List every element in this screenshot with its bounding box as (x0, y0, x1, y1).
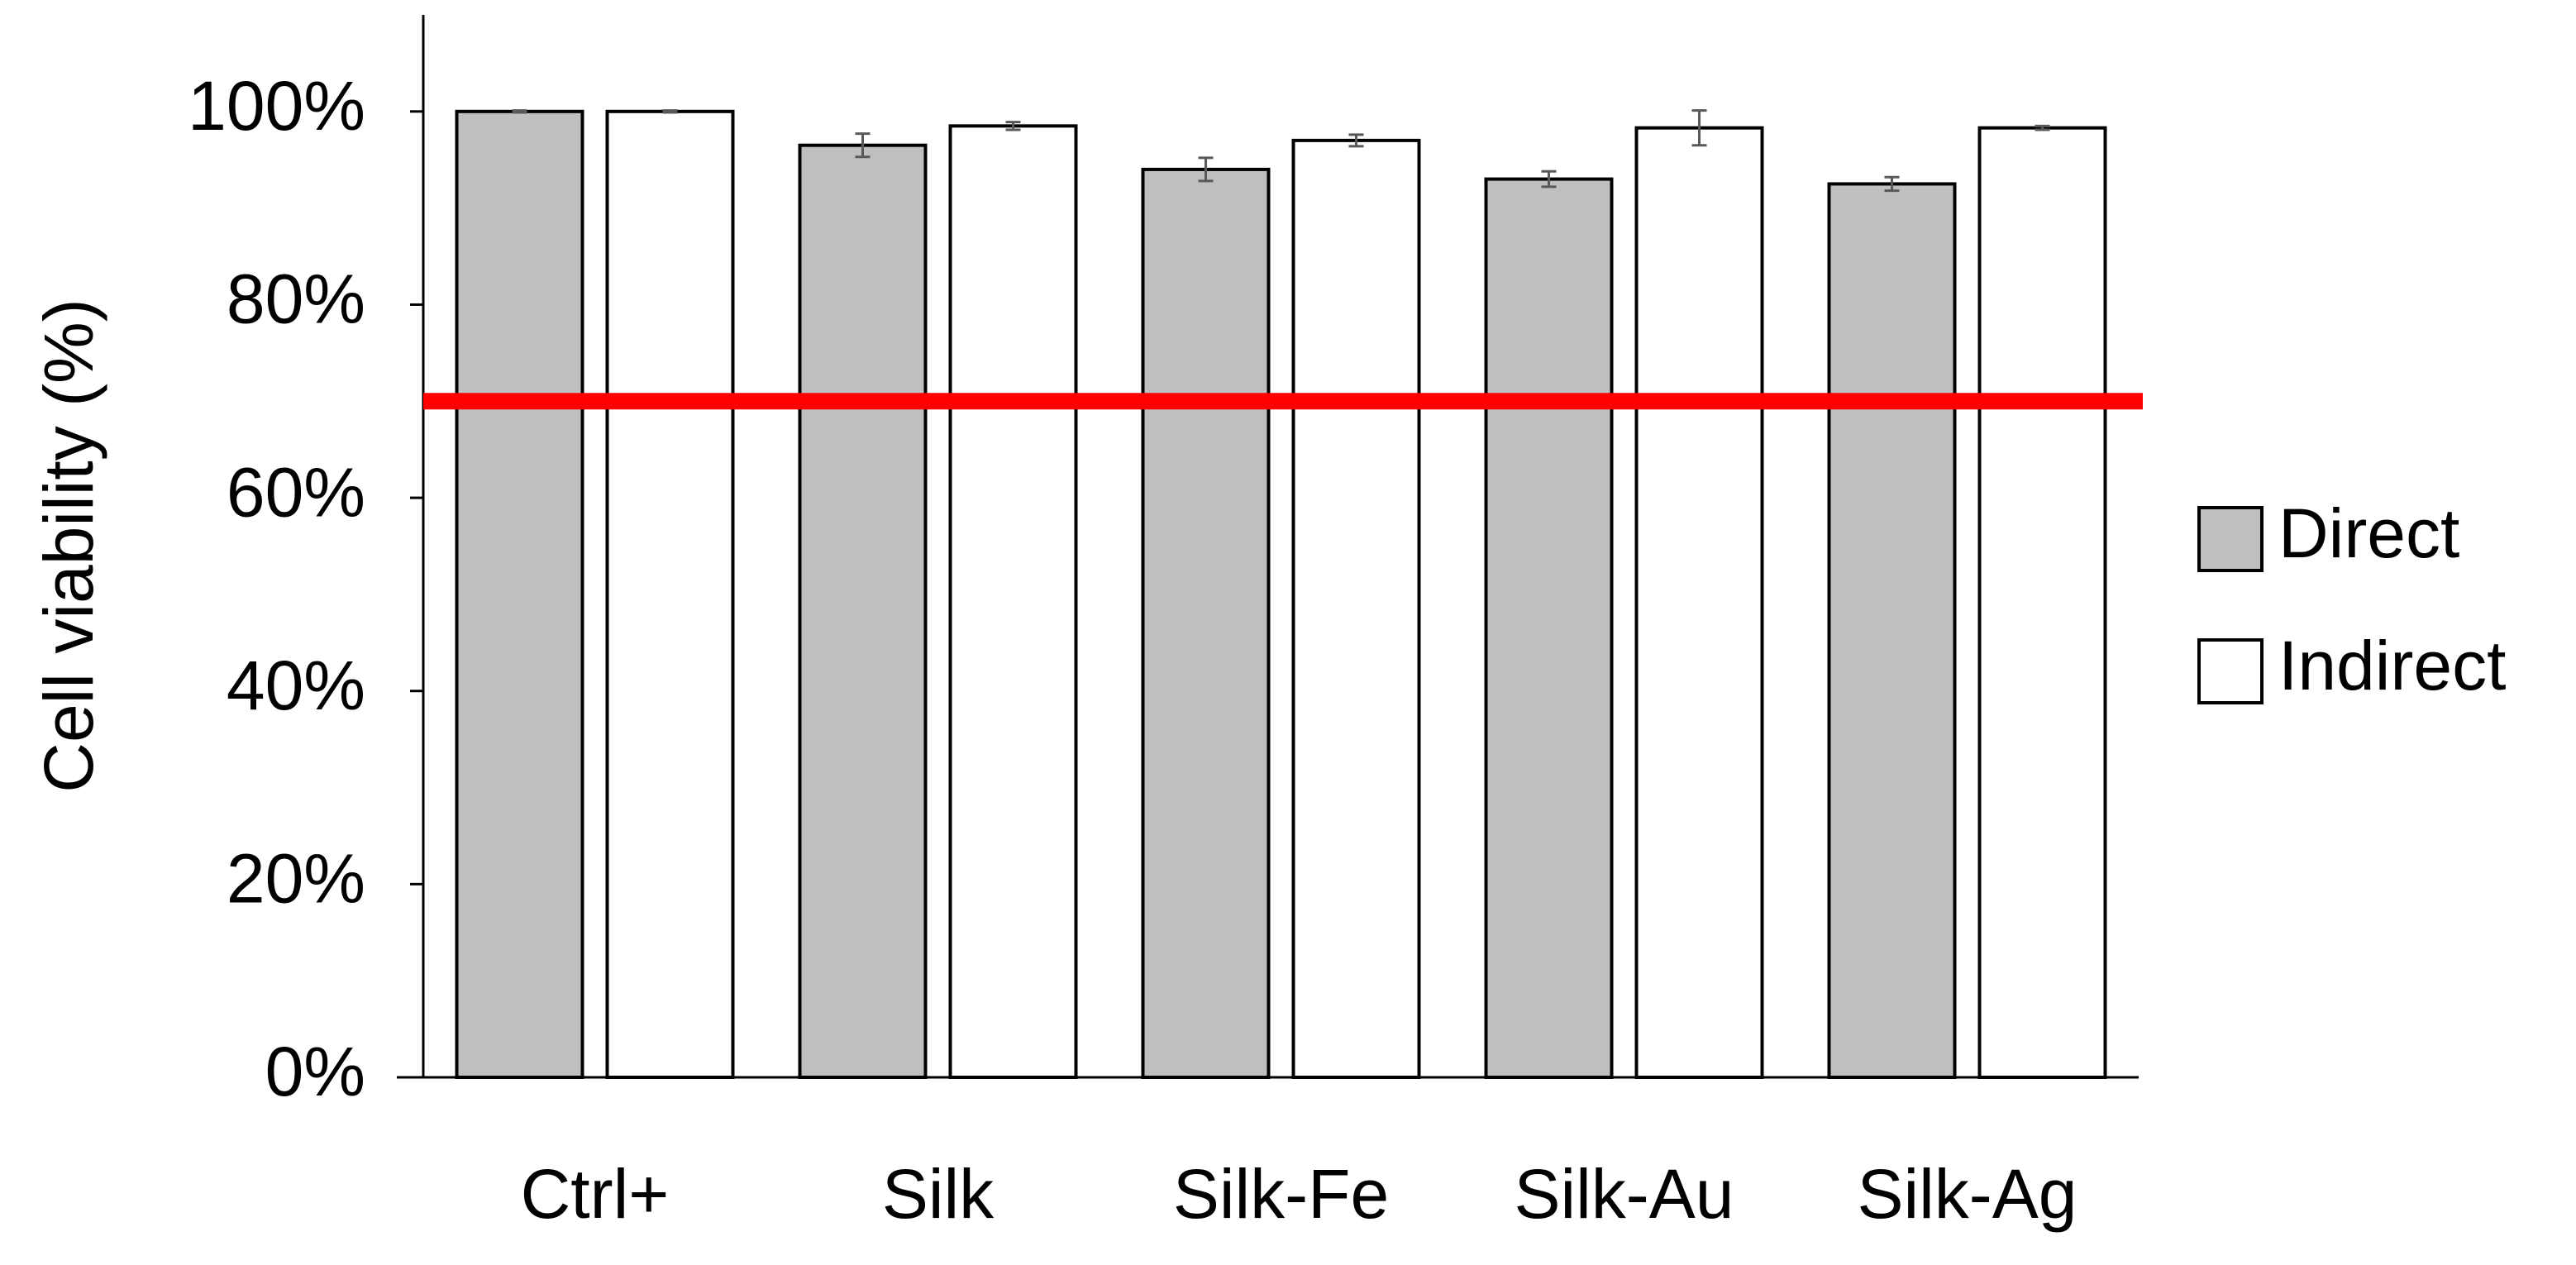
y-tick-label: 60% (227, 453, 365, 531)
legend-swatch (2197, 638, 2264, 704)
x-tick-label: Silk-Ag (1857, 1155, 2077, 1233)
error-bar (2035, 124, 2050, 131)
error-bar (1005, 121, 1021, 131)
bar (1484, 177, 1614, 1079)
y-tick-label: 0% (265, 1033, 365, 1110)
error-bar (512, 109, 527, 114)
legend-label: Direct (2278, 494, 2459, 572)
legend-label: Indirect (2278, 627, 2506, 704)
error-bar (1691, 109, 1707, 147)
x-tick-label: Silk (882, 1155, 995, 1233)
y-tick-label: 40% (227, 647, 365, 724)
error-bar (1198, 156, 1214, 183)
error-bar (855, 132, 871, 159)
x-tick-label: Ctrl+ (521, 1155, 670, 1233)
bar (1291, 138, 1421, 1079)
y-tick-label: 100% (188, 67, 365, 145)
error-bar (1348, 133, 1364, 148)
y-axis-title: Cell viability (%) (30, 298, 107, 792)
x-tick-label: Silk-Au (1514, 1155, 1734, 1233)
bar (798, 143, 928, 1079)
bar (1827, 182, 1957, 1080)
error-bar (1541, 169, 1557, 189)
error-bar (662, 109, 678, 114)
bar (948, 124, 1078, 1079)
bar (1977, 126, 2107, 1080)
legend-swatch (2197, 506, 2264, 572)
y-tick-label: 80% (227, 260, 365, 338)
bar (455, 109, 584, 1079)
error-bar (1884, 175, 1900, 193)
x-tick-label: Silk-Fe (1173, 1155, 1389, 1233)
bar (1141, 167, 1271, 1080)
bar (1634, 126, 1764, 1080)
bar (605, 109, 735, 1079)
y-tick-label: 20% (227, 840, 365, 918)
